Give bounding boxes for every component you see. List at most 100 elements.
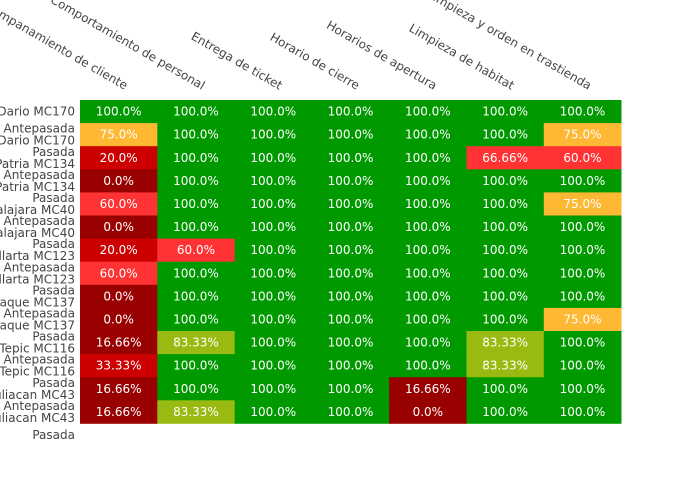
heatmap-cell-r1-c3	[311, 123, 390, 147]
row-label-5-line-0: Antepasada	[4, 214, 75, 228]
cell-label-r1-c1: 100.0%	[173, 128, 219, 142]
heatmap-cell-r0-c5	[466, 100, 545, 124]
heatmap-cell-r12-c4	[389, 377, 467, 401]
cell-label-r13-c2: 100.0%	[250, 405, 296, 419]
cell-label-r7-c1: 100.0%	[173, 266, 219, 280]
cell-label-r2-c1: 100.0%	[173, 151, 219, 165]
row-label-7: AntepasadaVallarta MC123	[0, 260, 75, 286]
cell-label-r13-c4: 0.0%	[413, 405, 444, 419]
cell-label-r10-c1: 83.33%	[173, 336, 219, 350]
heatmap-cell-r11-c6	[543, 354, 622, 378]
cell-label-r11-c1: 100.0%	[173, 359, 219, 373]
row-label-13-line-1: Culiacan MC43	[0, 411, 75, 425]
heatmap-cell-r3-c1	[157, 169, 235, 193]
cell-label-r1-c3: 100.0%	[328, 128, 374, 142]
cell-label-r12-c5: 100.0%	[482, 382, 528, 396]
cell-label-r11-c2: 100.0%	[250, 359, 296, 373]
heatmap-cell-r4-c2	[234, 192, 313, 216]
heatmap-cell-r12-c0	[80, 377, 158, 401]
cell-label-r6-c6: 100.0%	[560, 243, 606, 257]
row-label-9-line-1: Tlaquepaque MC137	[0, 318, 75, 332]
heatmap-cell-r12-c1	[157, 377, 235, 401]
row-label-10: Pasada Tepic MC116	[0, 330, 75, 356]
cell-label-r0-c1: 100.0%	[173, 105, 219, 119]
heatmap-cell-r6-c4	[389, 238, 467, 263]
heatmap-cell-r2-c2	[234, 146, 313, 170]
heatmap-cell-r6-c3	[311, 238, 390, 263]
cell-label-r9-c1: 100.0%	[173, 312, 219, 326]
cell-label-r0-c2: 100.0%	[250, 105, 296, 119]
cell-label-r3-c6: 100.0%	[560, 174, 606, 188]
heatmap-cell-r3-c2	[234, 169, 313, 193]
row-label-0: Dario MC170	[0, 105, 75, 119]
cell-label-r4-c5: 100.0%	[482, 197, 528, 211]
row-label-12: PasadaCuliacan MC43	[0, 376, 75, 402]
heatmap-cell-r1-c5	[466, 123, 545, 147]
heatmap-cell-r8-c6	[543, 284, 622, 309]
cell-label-r10-c4: 100.0%	[405, 336, 451, 350]
cell-label-r5-c0: 0.0%	[103, 220, 134, 234]
cell-label-r0-c3: 100.0%	[328, 105, 374, 119]
cell-label-r4-c4: 100.0%	[405, 197, 451, 211]
cell-label-r1-c4: 100.0%	[405, 128, 451, 142]
heatmap-cell-r9-c2	[234, 307, 313, 332]
cell-label-r5-c4: 100.0%	[405, 220, 451, 234]
row-label-3-line-1: Patria MC134	[0, 180, 75, 194]
cell-label-r3-c1: 100.0%	[173, 174, 219, 188]
row-label-8-line-1: Tlaquepaque MC137	[0, 295, 75, 309]
cell-label-r12-c2: 100.0%	[250, 382, 296, 396]
row-label-10-line-0: Pasada	[32, 330, 75, 344]
heatmap-cell-r0-c6	[543, 100, 622, 124]
heatmap-cells	[80, 100, 622, 424]
cell-label-r0-c4: 100.0%	[405, 105, 451, 119]
cell-label-r11-c5: 83.33%	[482, 359, 528, 373]
heatmap-cell-r8-c4	[389, 284, 467, 309]
heatmap-cell-r0-c3	[311, 100, 390, 124]
heatmap-cell-r11-c3	[311, 354, 390, 378]
cell-label-r13-c6: 100.0%	[560, 405, 606, 419]
row-label-9-line-0: Antepasada	[4, 306, 75, 320]
heatmap-cell-r13-c3	[311, 400, 390, 424]
cell-label-r3-c5: 100.0%	[482, 174, 528, 188]
cell-label-r0-c5: 100.0%	[482, 105, 528, 119]
row-label-1-line-0: Antepasada	[4, 122, 75, 136]
heatmap-cell-r11-c0	[80, 354, 158, 378]
heatmap-cell-r5-c0	[80, 215, 158, 239]
cell-label-r8-c2: 100.0%	[250, 289, 296, 303]
cell-label-r9-c4: 100.0%	[405, 312, 451, 326]
heatmap-cell-r12-c2	[234, 377, 313, 401]
row-label-6-line-1: Vallarta MC123	[0, 249, 75, 263]
heatmap-cell-r10-c4	[389, 331, 467, 355]
cell-label-r6-c1: 60.0%	[177, 243, 215, 257]
cell-label-r12-c4: 16.66%	[405, 382, 451, 396]
heatmap-cell-r8-c5	[466, 284, 545, 309]
heatmap-cell-r10-c1	[157, 331, 235, 355]
row-label-8: PasadaTlaquepaque MC137	[0, 283, 75, 309]
cell-label-r8-c1: 100.0%	[173, 289, 219, 303]
cell-label-r5-c3: 100.0%	[328, 220, 374, 234]
heatmap-cell-r1-c0	[80, 123, 158, 147]
cell-label-r2-c5: 66.66%	[482, 151, 528, 165]
cell-label-r4-c3: 100.0%	[328, 197, 374, 211]
row-label-12-line-1: Culiacan MC43	[0, 388, 75, 402]
heatmap-cell-r0-c2	[234, 100, 313, 124]
row-label-11-line-0: Antepasada	[4, 353, 75, 367]
cell-label-r8-c3: 100.0%	[328, 289, 374, 303]
cell-label-r1-c0: 75.0%	[100, 128, 138, 142]
heatmap-cell-r4-c5	[466, 192, 545, 216]
cell-label-r7-c6: 100.0%	[560, 266, 606, 280]
cell-label-r10-c2: 100.0%	[250, 336, 296, 350]
heatmap-cell-r11-c5	[466, 354, 545, 378]
cell-label-r3-c3: 100.0%	[328, 174, 374, 188]
row-label-11-line-1: Tepic MC116	[0, 365, 75, 379]
cell-label-r12-c0: 16.66%	[96, 382, 142, 396]
cell-label-r13-c0: 16.66%	[96, 405, 142, 419]
heatmap-cell-r12-c6	[543, 377, 622, 401]
cell-label-r2-c0: 20.0%	[100, 151, 138, 165]
heatmap-cell-r9-c3	[311, 307, 390, 332]
heatmap-cell-r7-c0	[80, 261, 158, 286]
row-label-12-line-0: Pasada	[32, 376, 75, 390]
heatmap-cell-r13-c1	[157, 400, 235, 424]
cell-label-r9-c6: 75.0%	[563, 312, 601, 326]
cell-label-r0-c0: 100.0%	[96, 105, 142, 119]
